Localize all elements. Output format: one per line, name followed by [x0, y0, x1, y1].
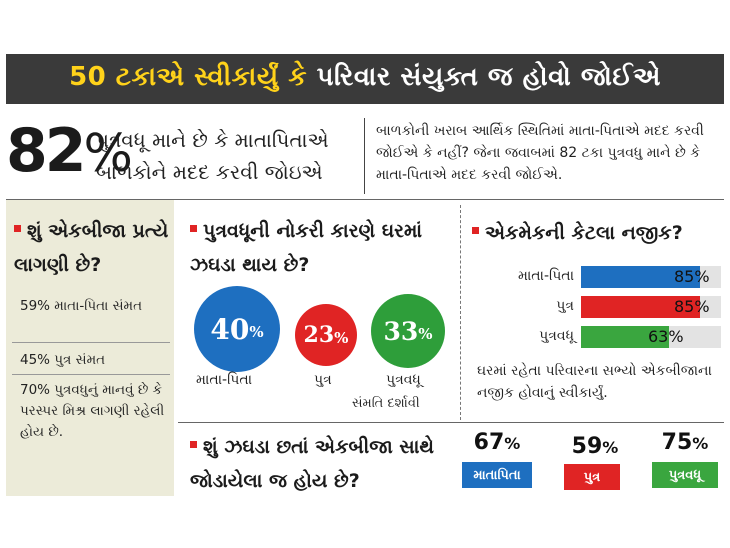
circle-dil-sublabel: સંમતિ દર્શાવી: [352, 396, 420, 411]
highlight-line2: બાળકોને મદદ કરવી જોઇએ: [96, 160, 323, 184]
bottom-title: શું ઝઘડા છતાં એકબીજા સાથે જોડાયેલા જ હોય…: [190, 436, 434, 492]
highlight-statement: પુત્રવધૂ માને છે કે માતાપિતાએ બાળકોને મદ…: [96, 124, 366, 188]
bottom-percent: 75%: [661, 430, 709, 455]
left-panel-row: 45% પુત્ર સંમત: [20, 352, 106, 368]
bar-label: પુત્રવધૂ: [539, 328, 574, 344]
divider-dashed: [460, 205, 462, 420]
intro-note: બાળકોની ખરાબ આર્થિક સ્થિતિમાં માતા-પિતાએ…: [376, 123, 704, 183]
circle-son-value: 23: [303, 322, 335, 348]
headline-part-yellow: 50 ટકાએ સ્વીકાર્યું કે: [69, 62, 308, 92]
highlight-line1: પુત્રવધૂ માને છે કે માતાપિતાએ: [96, 128, 329, 152]
right-title: એકમેકની કેટલા નજીક?: [472, 222, 683, 244]
bullet-square-icon: [190, 441, 197, 448]
bar-fill: [581, 326, 669, 348]
circle-daughter-in-law: 33%: [371, 294, 445, 368]
middle-title: પુત્રવધૂની નોકરી કારણે ઘરમાં ઝઘડા થાય છે…: [190, 220, 423, 276]
circle-parents-unit: %: [249, 323, 264, 341]
bar-fill: [581, 266, 700, 288]
divider-horizontal: [178, 422, 724, 423]
big-percent: 82%: [6, 116, 133, 186]
circle-parents-label: માતા-પિતા: [196, 372, 253, 388]
circle-son: 23%: [295, 304, 357, 366]
left-panel-row: 59% માતા-પિતા સંમત: [20, 298, 143, 314]
big-percent-number: 82: [6, 116, 86, 186]
bottom-percent: 59%: [571, 434, 619, 459]
bottom-badge: પુત્રવધૂ: [652, 462, 718, 488]
headline-part-white: પરિવાર સંયુક્ત જ હોવો જોઈએ: [316, 62, 661, 92]
left-panel-divider: [12, 374, 170, 375]
headline-title: 50 ટકાએ સ્વીકાર્યું કે પરિવાર સંયુક્ત જ …: [6, 62, 724, 93]
bar-value: 85%: [674, 297, 710, 316]
left-panel-divider: [12, 342, 170, 343]
bottom-percent: 67%: [473, 430, 521, 455]
bar-track: [581, 296, 721, 318]
bar-value: 85%: [674, 267, 710, 286]
bullet-square-icon: [14, 225, 21, 232]
circle-dil-label: પુત્રવધૂ: [386, 372, 421, 388]
bar-label: પુત્ર: [556, 298, 574, 314]
circle-son-label: પુત્ર: [314, 372, 332, 388]
headline-banner: 50 ટકાએ સ્વીકાર્યું કે પરિવાર સંયુક્ત જ …: [6, 54, 724, 104]
divider-vertical: [364, 118, 365, 194]
bottom-badge: માતાપિતા: [462, 462, 532, 488]
right-caption: ઘરમાં રહેતા પરિવારના સભ્યો એકબીજાના નજીક…: [477, 363, 712, 401]
left-panel: [6, 200, 174, 496]
bar-value: 63%: [648, 327, 684, 346]
bar-track: [581, 266, 721, 288]
bar-fill: [581, 296, 700, 318]
bullet-square-icon: [190, 225, 197, 232]
left-panel-row: 70% પુત્રવધુનું માનવું છે કે પરસ્પર મિશ્…: [20, 382, 165, 440]
big-percent-sign: %: [83, 124, 133, 184]
circle-dil-value: 33: [383, 316, 419, 346]
bottom-badge: પુત્ર: [564, 464, 620, 490]
bar-label: માતા-પિતા: [517, 268, 574, 284]
circle-parents: 40%: [194, 286, 280, 372]
bullet-square-icon: [472, 227, 479, 234]
circle-dil-unit: %: [418, 325, 433, 343]
circle-son-unit: %: [334, 329, 349, 347]
bar-track: [581, 326, 721, 348]
left-panel-title: શું એકબીજા પ્રત્યે લાગણી છે?: [14, 220, 169, 276]
divider-horizontal: [6, 199, 724, 200]
circle-parents-value: 40: [210, 312, 250, 346]
